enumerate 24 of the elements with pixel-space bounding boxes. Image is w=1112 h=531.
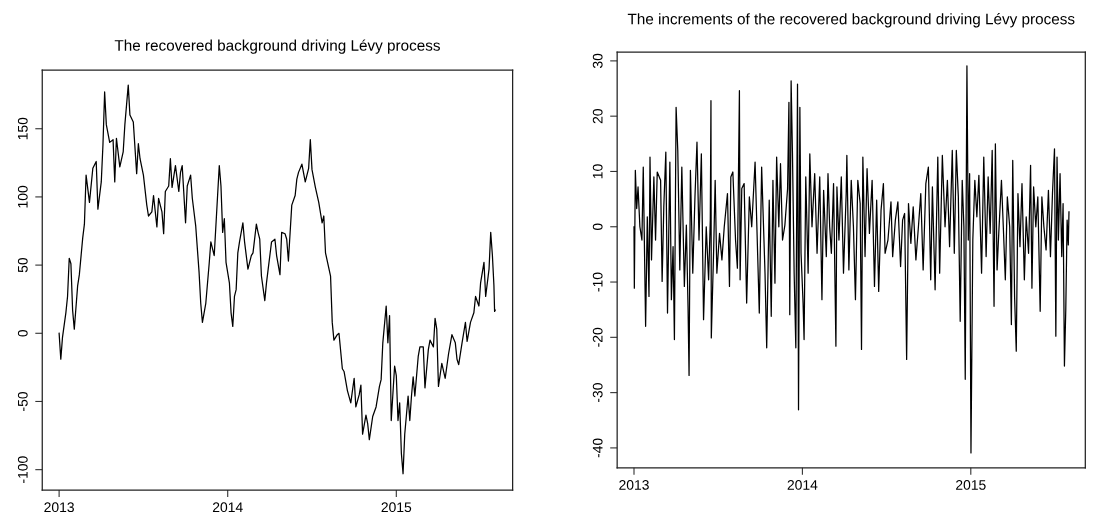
x-tick-label: 2015 [381, 502, 412, 513]
y-tick-label: 50 [17, 257, 28, 273]
chart-title: The increments of the recovered background driving Lévy process [627, 13, 1075, 28]
y-tick-label: 150 [17, 117, 28, 140]
y-tick-label: -30 [592, 383, 603, 403]
y-tick-label: 100 [17, 185, 28, 208]
y-tick-label: -10 [592, 272, 603, 292]
line-series [58, 84, 496, 475]
x-tick-label: 2013 [44, 502, 74, 513]
y-tick-label: -100 [17, 456, 28, 483]
y-tick-label: -40 [592, 438, 603, 458]
y-tick-label: 0 [17, 329, 28, 337]
x-tick-label: 2014 [212, 502, 243, 513]
y-tick-label: 30 [592, 53, 603, 69]
chart-title: The recovered background driving Lévy process [114, 39, 440, 54]
y-tick-label: 0 [592, 223, 603, 231]
x-tick-label: 2013 [619, 479, 649, 490]
y-tick-label: -50 [17, 391, 28, 411]
x-tick-label: 2014 [787, 479, 818, 490]
y-tick-label: 10 [592, 164, 603, 179]
y-tick-label: 20 [592, 108, 603, 124]
x-tick-label: 2015 [956, 479, 986, 490]
y-tick-label: -20 [592, 327, 603, 347]
line-series [633, 65, 1070, 454]
